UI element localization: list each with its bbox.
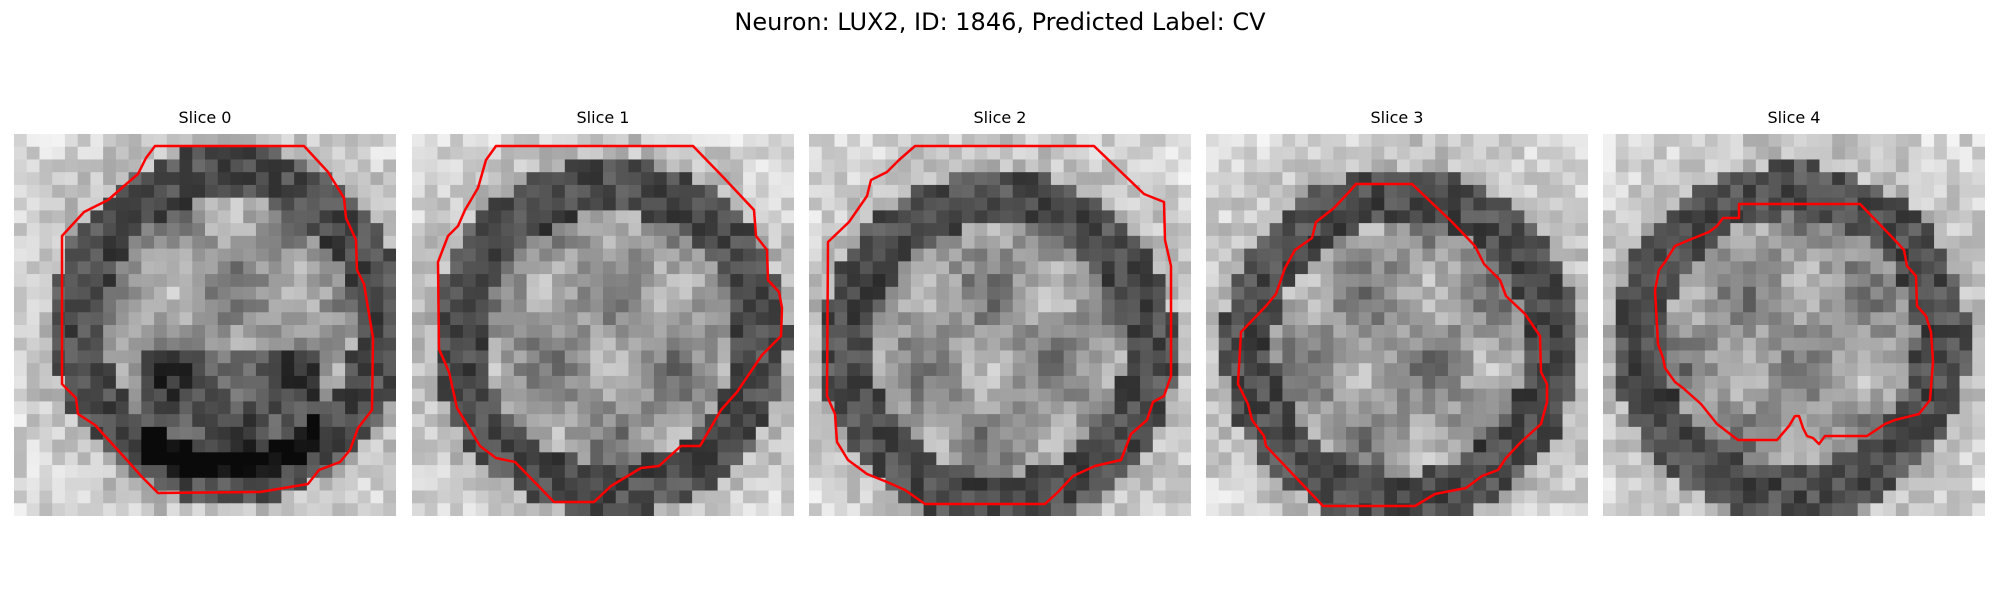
slice-title: Slice 4 <box>1767 108 1821 127</box>
neuron-contour <box>436 144 784 504</box>
neuron-contour <box>825 144 1173 506</box>
slice-panel-0: Slice 0 <box>14 106 396 518</box>
slice-image <box>14 134 396 516</box>
grayscale-pixel-grid <box>412 134 794 516</box>
slice-panel-3: Slice 3 <box>1206 106 1588 518</box>
slice-panel-1: Slice 1 <box>412 106 794 518</box>
slice-image <box>412 134 794 516</box>
grayscale-pixel-grid <box>14 134 396 516</box>
neuron-contour <box>60 144 375 495</box>
slice-image <box>1206 134 1588 516</box>
slice-title: Slice 2 <box>973 108 1027 127</box>
slice-image <box>1603 134 1985 516</box>
slice-title: Slice 1 <box>576 108 630 127</box>
slice-panel-2: Slice 2 <box>809 106 1191 518</box>
grayscale-pixel-grid <box>1603 134 1985 516</box>
neuron-contour <box>1653 202 1935 446</box>
grayscale-pixel-grid <box>809 134 1191 516</box>
grayscale-pixel-grid <box>1206 134 1588 516</box>
slice-title: Slice 3 <box>1370 108 1424 127</box>
slice-image <box>809 134 1191 516</box>
slice-panel-4: Slice 4 <box>1603 106 1985 518</box>
neuron-contour <box>1236 182 1549 508</box>
slice-title: Slice 0 <box>178 108 232 127</box>
figure-title: Neuron: LUX2, ID: 1846, Predicted Label:… <box>734 8 1266 36</box>
